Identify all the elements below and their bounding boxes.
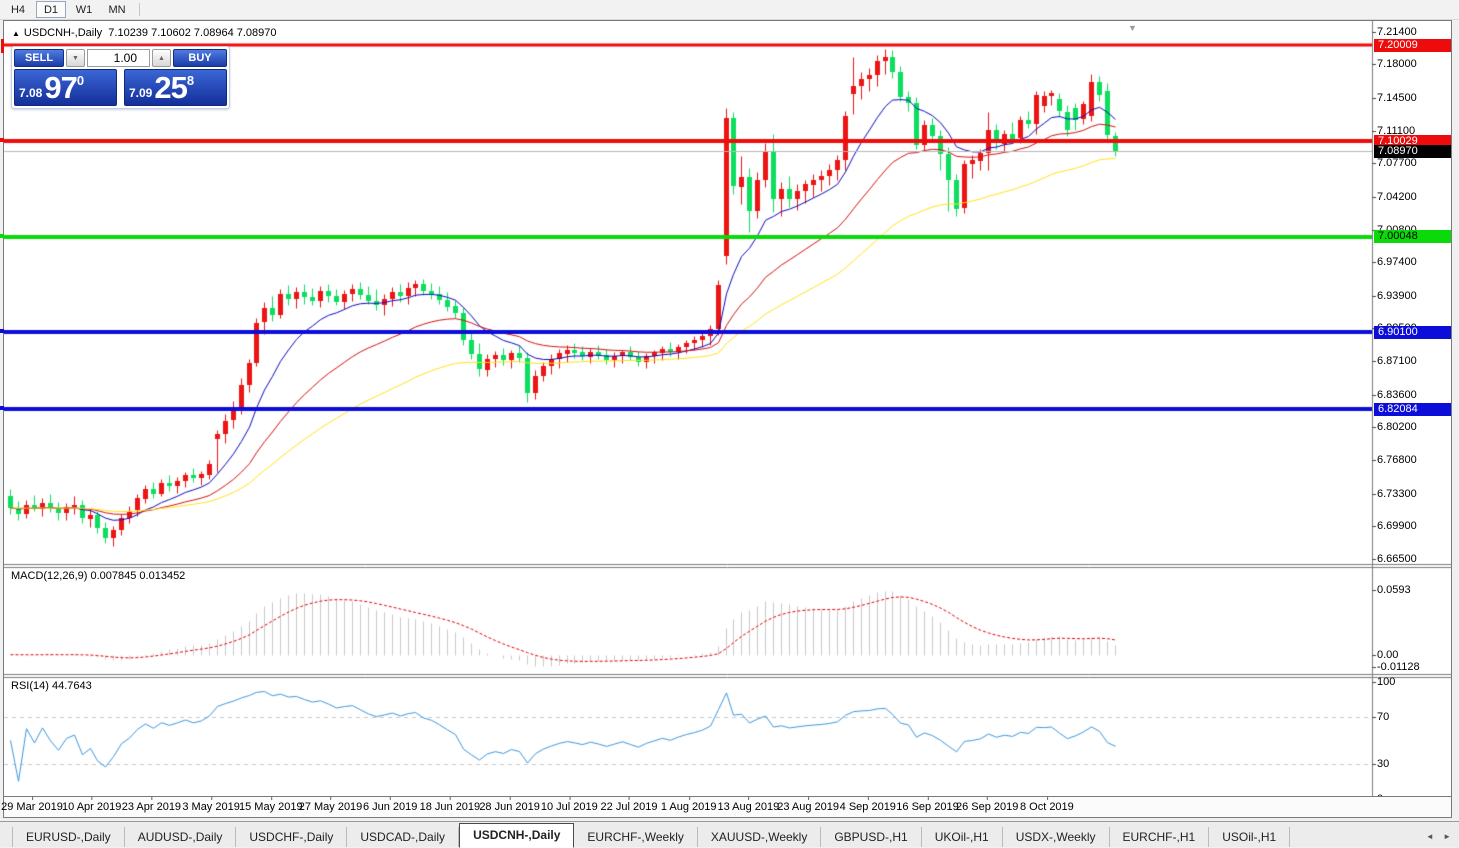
timeframe-toolbar: H4 D1 W1 MN	[0, 0, 1459, 20]
timeframe-button-d1[interactable]: D1	[36, 1, 66, 18]
date-tick-label: 28 Jun 2019	[479, 797, 540, 813]
date-tick-label: 26 Sep 2019	[955, 797, 1019, 813]
date-tick-label: 18 Jun 2019	[419, 797, 481, 813]
chart-symbol-period: USDCNH-,Daily	[23, 27, 103, 39]
chart-tab-usdchf-daily[interactable]: USDCHF-,Daily	[236, 827, 348, 847]
chart-tab-usdx-weekly[interactable]: USDX-,Weekly	[1003, 827, 1110, 847]
chart-ohlc-values: 7.10239 7.10602 7.08964 7.08970	[108, 27, 277, 39]
timeframe-button-w1[interactable]: W1	[75, 3, 93, 16]
line-edge-stub	[1, 39, 4, 54]
tab-scroll-left-icon[interactable]: ◄	[1425, 832, 1434, 841]
date-tick-label: 13 Aug 2019	[717, 797, 780, 813]
date-tick-label: 16 Sep 2019	[896, 797, 959, 813]
date-tick-label: 8 Oct 2019	[1019, 797, 1074, 813]
chart-tab-gbpusd-h1[interactable]: GBPUSD-,H1	[821, 827, 922, 847]
chart-tab-usoil-h1[interactable]: USOil-,H1	[1209, 827, 1291, 847]
sell-price-pip-digit: 0	[76, 73, 85, 88]
date-tick-label: 6 Jun 2019	[362, 797, 418, 813]
buy-price-pip-digit: 8	[186, 73, 195, 88]
macd-indicator-label: MACD(12,26,9) 0.007845 0.013452	[11, 570, 185, 582]
macd-values: 0.007845 0.013452	[90, 570, 186, 582]
timeframe-button-mn[interactable]: MN	[108, 3, 126, 16]
tab-scroll-right-icon[interactable]: ►	[1443, 832, 1451, 841]
ohlc-collapse-icon[interactable]: ▲	[12, 29, 20, 38]
chart-tab-eurusd-daily[interactable]: EURUSD-,Daily	[12, 827, 125, 847]
line-edge-stub	[0, 138, 4, 142]
chart-tab-ukoil-h1[interactable]: UKOil-,H1	[922, 827, 1003, 847]
time-axis[interactable]: 29 Mar 2019 10 Apr 2019 23 Apr 2019 3 May 2…	[1, 796, 1451, 817]
timeframe-button-h4[interactable]: H4	[10, 3, 26, 16]
date-tick-label: 23 Aug 2019	[777, 797, 839, 813]
line-edge-stub	[0, 329, 4, 334]
line-edge-stub	[0, 406, 4, 411]
chart-tab-bar: EURUSD-,Daily AUDUSD-,Daily USDCHF-,Daily U…	[0, 821, 1459, 848]
sell-price-big-digits: 97	[44, 70, 77, 105]
rsi-indicator-label: RSI(14) 44.7643	[11, 680, 92, 692]
chart-tab-eurchf-weekly[interactable]: EURCHF-,Weekly	[574, 827, 698, 847]
date-tick-label: 27 May 2019	[298, 797, 363, 813]
lot-decrease-button[interactable]: ▼	[66, 49, 85, 67]
chart-window: ▲ USDCNH-,Daily 7.10239 7.10602 7.08964 7…	[1, 20, 1452, 818]
buy-button[interactable]: BUY	[173, 49, 227, 67]
date-tick-label: 29 Mar 2019	[1, 797, 63, 813]
line-edge-stub	[0, 233, 4, 238]
date-tick-label: 4 Sep 2019	[839, 797, 896, 813]
chart-tab-usdcnh-daily[interactable]: USDCNH-,Daily	[459, 823, 575, 848]
date-tick-label: 10 Jul 2019	[540, 797, 598, 813]
chart-tab-usdcad-daily[interactable]: USDCAD-,Daily	[347, 827, 460, 847]
buy-price-button[interactable]: 7.09 25 8	[124, 69, 227, 106]
rsi-name: RSI(14)	[11, 680, 49, 692]
sell-button[interactable]: SELL	[14, 49, 64, 67]
tab-scroll-controls: ◄ ►	[1419, 832, 1451, 841]
date-tick-label: 15 May 2019	[238, 797, 303, 813]
lot-size-input[interactable]: 1.00	[87, 49, 150, 67]
chart-shift-marker-icon[interactable]: ▼	[1128, 23, 1137, 33]
lot-increase-button[interactable]: ▲	[152, 49, 171, 67]
buy-price-prefix: 7.09	[129, 86, 153, 100]
macd-name: MACD(12,26,9)	[11, 570, 88, 582]
one-click-trading-panel: SELL ▼ 1.00 ▲ BUY 7.08 97 0 7.09 25 8	[11, 46, 230, 109]
date-tick-label: 10 Apr 2019	[62, 797, 122, 813]
date-tick-label: 22 Jul 2019	[600, 797, 658, 813]
date-tick-label: 3 May 2019	[182, 797, 240, 813]
chart-tab-audusd-daily[interactable]: AUDUSD-,Daily	[125, 827, 237, 847]
chart-tab-eurchf-h1[interactable]: EURCHF-,H1	[1110, 827, 1210, 847]
buy-price-big-digits: 25	[154, 70, 187, 105]
chart-info-line: ▲ USDCNH-,Daily 7.10239 7.10602 7.08964 7…	[12, 27, 277, 39]
sell-price-prefix: 7.08	[19, 86, 43, 100]
toolbar-separator	[139, 3, 140, 16]
date-tick-label: 1 Aug 2019	[660, 797, 717, 813]
rsi-value: 44.7643	[51, 680, 92, 692]
sell-price-button[interactable]: 7.08 97 0	[14, 69, 117, 106]
chart-tab-xauusd-weekly[interactable]: XAUUSD-,Weekly	[698, 827, 822, 847]
date-tick-label: 23 Apr 2019	[121, 797, 182, 813]
price-chart-canvas[interactable]	[4, 21, 1451, 796]
